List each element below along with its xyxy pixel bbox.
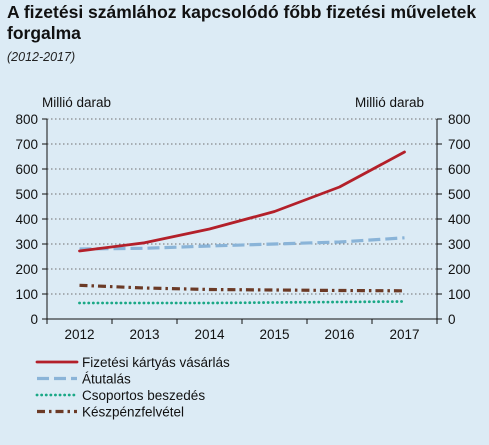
y-tick-label-right: 100 [448,287,471,302]
y-tick-label-left: 600 [15,162,38,177]
y-tick-label-left: 400 [15,212,38,227]
y-tick-label-left: 100 [15,287,38,302]
left-axis-unit: Millió darab [42,95,111,110]
legend-label-2: Átutalás [82,372,131,387]
series-line-4 [79,283,405,293]
y-tick-label-right: 500 [448,187,471,202]
legend-label-3: Csoportos beszedés [82,388,205,403]
x-tick-label: 2014 [194,327,225,342]
y-tick-label-left: 700 [15,137,38,152]
y-tick-label-right: 800 [448,112,471,127]
x-tick-label: 2013 [129,327,159,342]
y-tick-label-right: 700 [448,137,471,152]
series-line-2 [79,236,405,251]
series-line-1 [78,150,406,253]
y-tick-label-right: 400 [448,212,471,227]
legend-label-4: Készpénzfelvétel [82,405,184,420]
y-tick-label-left: 0 [30,312,38,327]
y-tick-label-right: 200 [448,262,471,277]
x-tick-label: 2012 [64,327,94,342]
x-tick-label: 2015 [259,327,289,342]
y-tick-label-left: 300 [15,237,38,252]
x-tick-label: 2016 [324,327,354,342]
right-axis-unit: Millió darab [355,95,424,110]
chart-subtitle: (2012-2017) [7,50,76,64]
chart-header: A fizetési számlához kapcsolódó főbb fiz… [0,0,489,75]
series-line-3 [78,300,406,305]
legend-label-1: Fizetési kártyás vásárlás [82,355,230,370]
y-tick-label-right: 600 [448,162,471,177]
y-tick-label-left: 200 [15,262,38,277]
x-tick-label: 2017 [389,327,419,342]
y-tick-label-left: 500 [15,187,38,202]
y-tick-label-right: 0 [448,312,456,327]
chart-panel [0,75,489,445]
y-tick-label-right: 300 [448,237,471,252]
y-tick-label-left: 800 [15,112,38,127]
chart-title: A fizetési számlához kapcsolódó főbb fiz… [7,2,477,43]
